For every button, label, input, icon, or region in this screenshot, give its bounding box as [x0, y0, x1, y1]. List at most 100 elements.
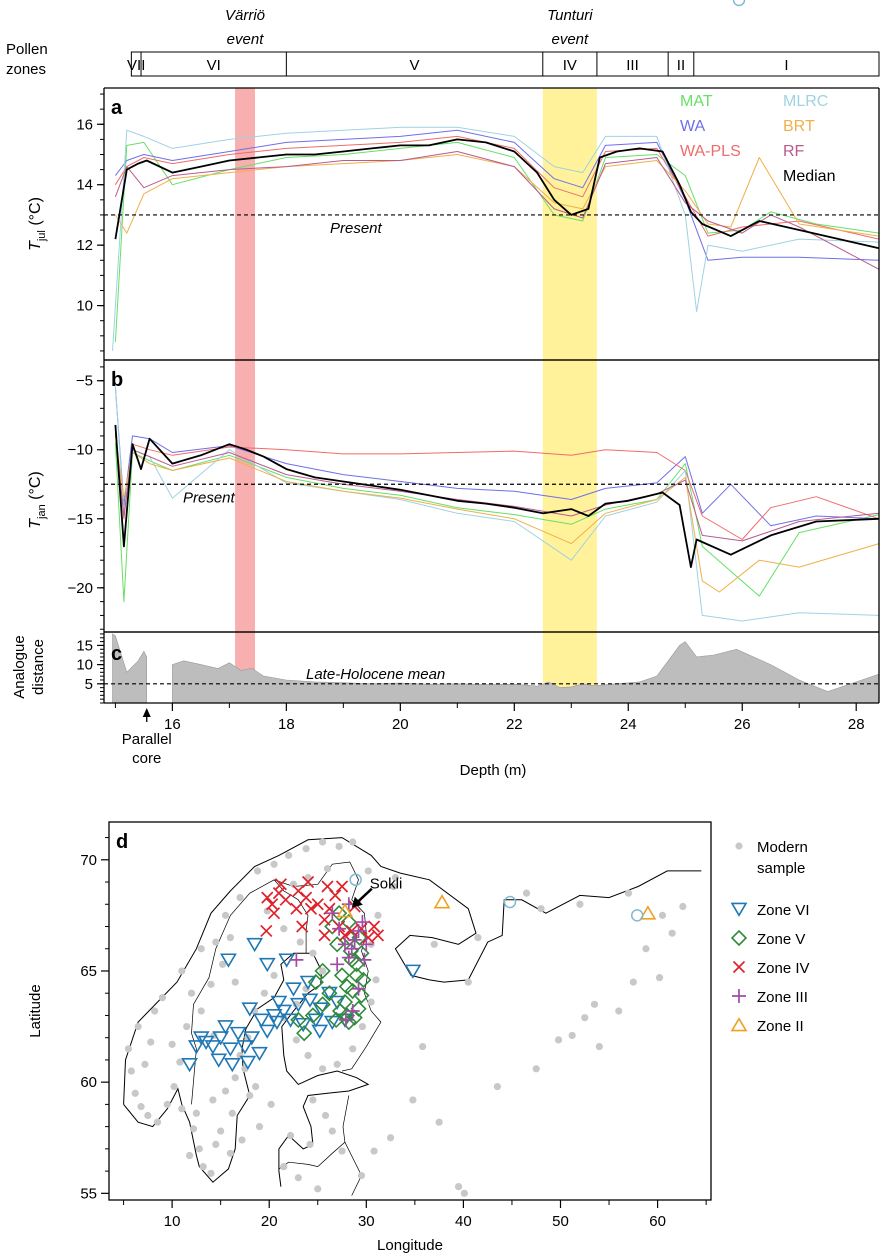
map-point-modern — [168, 1040, 176, 1048]
map-point-zone_V — [290, 1011, 307, 1029]
map-legend-label-zone_IV: Zone IV — [757, 960, 810, 977]
map-point-modern — [280, 925, 288, 933]
map-point-modern — [568, 1031, 576, 1040]
map-point-modern — [367, 998, 375, 1006]
median-line-a — [114, 138, 880, 250]
map-point-zone_V — [329, 936, 346, 953]
map-point-modern — [357, 1171, 366, 1180]
map-point-zone_VI — [223, 1057, 241, 1073]
map-point-modern — [576, 900, 584, 908]
map-point-modern — [192, 1109, 200, 1117]
map-point-modern — [221, 911, 230, 919]
map-point-modern — [493, 1083, 501, 1091]
map-point-modern — [231, 1074, 239, 1082]
map-point-zone_VI — [404, 964, 422, 979]
map-point-zone_V — [331, 1002, 349, 1020]
analogue-distance-area-0 — [112, 633, 147, 704]
map-point-modern — [195, 1145, 203, 1153]
map-point-zone_II — [433, 894, 451, 909]
map-point-zone_IV — [290, 902, 303, 915]
map-point-modern — [430, 940, 438, 948]
map-point-zone_VI — [246, 937, 264, 953]
median-line-b — [114, 424, 880, 568]
map-point-modern — [197, 945, 205, 953]
panel-a-reference-label: Present — [330, 220, 383, 237]
map-point-zone_VI — [229, 1026, 247, 1042]
map-point-modern — [147, 1038, 155, 1046]
map-legend-marker-zone_IV — [732, 960, 746, 974]
map-point-zone_IV — [335, 880, 349, 893]
map-point-modern — [302, 845, 310, 853]
map-point-modern — [321, 1111, 330, 1120]
map-point-modern — [209, 1096, 217, 1104]
map-point-modern — [629, 978, 637, 986]
map-point-modern — [260, 989, 268, 997]
map-point-modern — [127, 1067, 135, 1075]
map-point-modern — [170, 1083, 178, 1091]
map-point-modern — [370, 1147, 378, 1155]
map-point-modern — [323, 865, 332, 873]
map-point-modern — [409, 1096, 417, 1104]
legend-entry-Median: Median — [783, 168, 835, 185]
map-point-zone_II — [336, 903, 354, 918]
panel-b-letter: b — [111, 369, 123, 391]
panel-d-sample-map: Sokli 10 20 30 40 50 60 55 60 65 70 Longitude Latitu… — [27, 0, 810, 1254]
map-point-zone_I — [503, 895, 517, 909]
series-line-b-MAT — [114, 442, 880, 603]
event-label-line2-0: event — [227, 31, 265, 48]
event-label-line1-1: Tunturi — [547, 7, 593, 24]
map-xtick-label: 30 — [358, 1213, 375, 1230]
map-point-modern — [319, 1065, 327, 1073]
pollen-zones-label-line2: zones — [6, 61, 46, 78]
map-point-modern — [522, 889, 531, 897]
map-point-modern — [267, 1100, 275, 1108]
map-point-modern — [658, 911, 667, 919]
map-point-zone_V — [348, 956, 365, 973]
map-point-modern — [314, 1185, 322, 1193]
map-point-modern — [226, 934, 234, 942]
map-legend-marker-modern — [735, 842, 743, 850]
map-point-zone_IV — [304, 902, 318, 915]
map-point-zone_IV — [260, 924, 273, 938]
map-point-modern — [624, 889, 633, 897]
map-point-modern — [137, 1103, 145, 1111]
map-point-modern — [207, 980, 215, 988]
map-point-zone_III — [351, 981, 366, 996]
map-point-zone_III — [359, 937, 374, 952]
sokli-arrow-head — [351, 896, 363, 908]
map-point-zone_VI — [299, 975, 317, 990]
map-point-modern — [187, 989, 196, 997]
map-point-modern — [131, 1089, 139, 1097]
coastline-0 — [123, 837, 702, 1105]
map-frame — [108, 821, 712, 1201]
map-point-modern — [280, 1163, 288, 1171]
map-point-modern — [144, 1111, 152, 1120]
map-legend-label-zone_I: Zone I — [757, 0, 800, 4]
map-point-modern — [554, 1036, 563, 1044]
map-point-zone_VI — [241, 1002, 259, 1017]
map-point-modern — [286, 1131, 295, 1140]
panel-b-january-temperature: Present −5 −10 −15 −20 b Tjan (°C) — [27, 359, 880, 633]
pollen-zone-label-I: I — [784, 57, 788, 74]
panel-c-reference-label: Late-Holocene mean — [306, 666, 445, 683]
map-legend-label-zone_III: Zone III — [757, 989, 808, 1006]
series-line-b-BRT — [114, 435, 880, 593]
map-xtick-label: 60 — [649, 1213, 666, 1230]
map-point-zone_VI — [328, 995, 346, 1010]
panel-a-ylabel: Tjul (°C) — [27, 197, 48, 251]
depth-xlabel: Depth (m) — [460, 762, 527, 779]
map-point-modern — [226, 1149, 234, 1157]
map-xtick-label: 10 — [164, 1213, 181, 1230]
map-ytick-label: 60 — [80, 1074, 97, 1091]
series-line-a-BRT — [114, 154, 880, 237]
map-point-modern — [349, 1045, 357, 1053]
depth-xtick-label: 28 — [848, 716, 865, 733]
panel-a-ytick-label: 14 — [76, 177, 93, 194]
map-point-zone_IV — [371, 929, 385, 942]
pollen-zone-label-V: V — [410, 57, 420, 74]
depth-xtick-label: 26 — [734, 716, 751, 733]
map-point-zone_V — [321, 985, 338, 1002]
map-point-modern — [364, 867, 372, 875]
map-point-zone_VI — [236, 1040, 254, 1055]
panel-c-ytick-label: 5 — [85, 676, 93, 693]
